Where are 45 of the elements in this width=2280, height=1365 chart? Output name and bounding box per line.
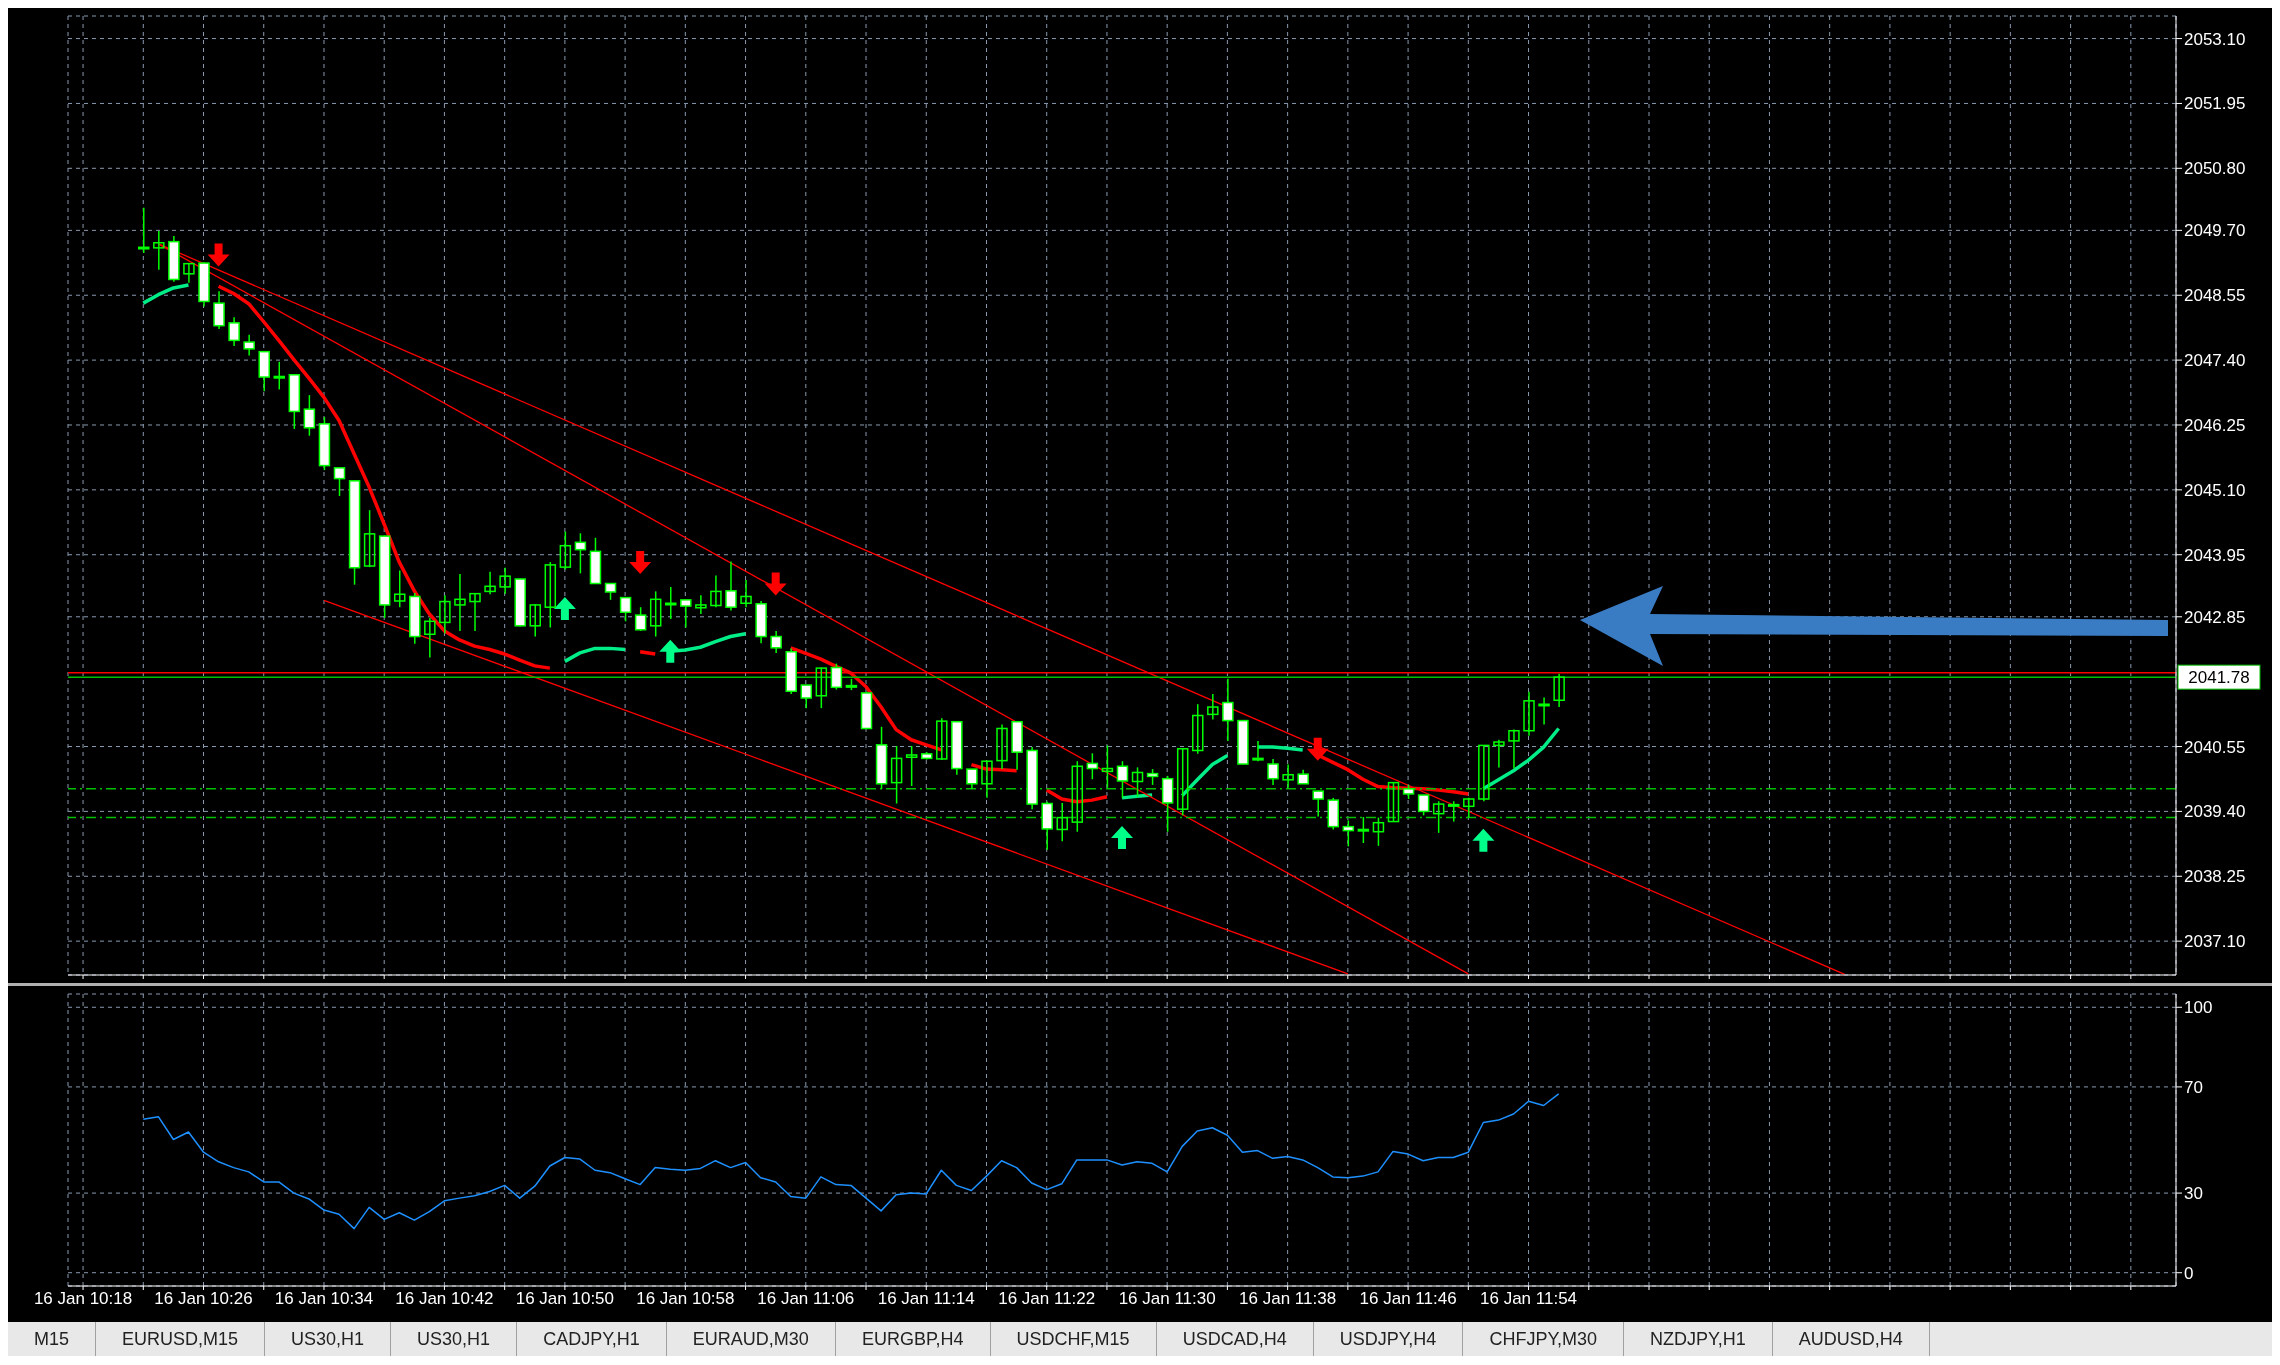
y-tick-label: 2038.25 bbox=[2184, 867, 2246, 887]
y-tick-label: 2051.95 bbox=[2184, 94, 2246, 114]
text: M15 bbox=[8, 1322, 97, 1356]
y-tick-label: 2043.95 bbox=[2184, 545, 2246, 565]
x-tick-label: 16 Jan 11:06 bbox=[757, 1289, 855, 1309]
y-tick-label: 2050.80 bbox=[2184, 159, 2246, 179]
x-tick-label: 16 Jan 10:26 bbox=[154, 1289, 253, 1309]
text: EURAUD,M30 bbox=[666, 1322, 836, 1356]
text: USDJPY,H4 bbox=[1313, 1322, 1464, 1356]
y-tick-label: 2040.55 bbox=[2184, 737, 2246, 757]
y-tick-label: 2047.40 bbox=[2184, 351, 2246, 371]
x-tick-label: 16 Jan 10:50 bbox=[515, 1289, 615, 1309]
text: US30,H1 bbox=[391, 1322, 518, 1356]
y-tick-label: 0 bbox=[2184, 1263, 2194, 1283]
text: USDCHF,M15 bbox=[990, 1322, 1157, 1356]
text: CHFJPY,M30 bbox=[1463, 1322, 1625, 1356]
y-tick-label: 2037.10 bbox=[2184, 932, 2246, 952]
text: USDCAD,H4 bbox=[1156, 1322, 1314, 1356]
y-tick-label: 30 bbox=[2184, 1184, 2203, 1204]
y-tick-label: 2045.10 bbox=[2184, 480, 2246, 500]
text: CADJPY,H1 bbox=[517, 1322, 667, 1356]
text: EURUSD,M15 bbox=[96, 1322, 266, 1356]
x-tick-label: 16 Jan 11:30 bbox=[1118, 1289, 1216, 1309]
text: AUDUSD,H4 bbox=[1772, 1322, 1930, 1356]
x-tick-label: 16 Jan 11:46 bbox=[1359, 1289, 1457, 1309]
x-tick-label: 16 Jan 11:22 bbox=[998, 1289, 1096, 1309]
y-tick-label: 2048.55 bbox=[2184, 286, 2246, 306]
text: EURGBP,H4 bbox=[835, 1322, 991, 1356]
y-tick-label: 2049.70 bbox=[2184, 221, 2246, 241]
y-tick-label: 100 bbox=[2184, 998, 2213, 1018]
x-tick-label: 16 Jan 10:42 bbox=[395, 1289, 494, 1309]
x-tick-label: 16 Jan 11:14 bbox=[877, 1289, 975, 1309]
y-tick-label: 2042.85 bbox=[2184, 607, 2246, 627]
y-tick-label: 2046.25 bbox=[2184, 416, 2246, 436]
y-tick-label: 2053.10 bbox=[2184, 29, 2246, 49]
text: US30,H1 bbox=[265, 1322, 392, 1356]
x-tick-label: 16 Jan 11:54 bbox=[1480, 1289, 1578, 1309]
x-tick-label: 16 Jan 10:18 bbox=[33, 1289, 133, 1309]
text: NZDJPY,H1 bbox=[1624, 1322, 1773, 1356]
y-tick-label: 2039.40 bbox=[2184, 802, 2246, 822]
ref-line-label: 2041.78 bbox=[2188, 668, 2250, 688]
x-tick-label: 16 Jan 10:34 bbox=[274, 1289, 374, 1309]
x-tick-label: 16 Jan 10:58 bbox=[636, 1289, 735, 1309]
y-tick-label: 70 bbox=[2184, 1077, 2203, 1097]
x-tick-label: 16 Jan 11:38 bbox=[1239, 1289, 1337, 1309]
